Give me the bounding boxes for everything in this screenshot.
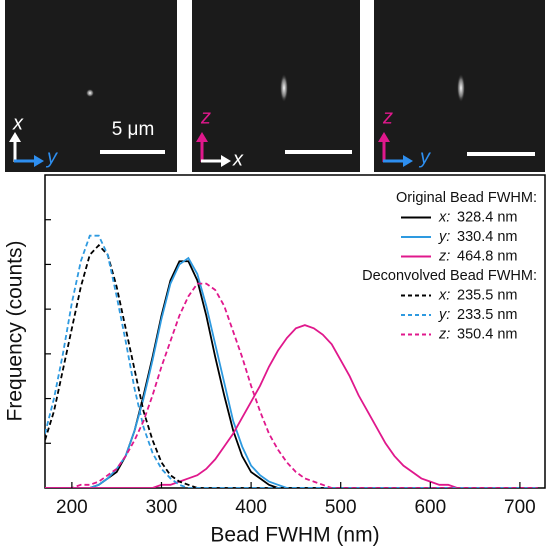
legend-value: 350.4 nm	[457, 326, 517, 342]
legend-heading: Original Bead FWHM:	[396, 190, 537, 206]
x-axis-label: Bead FWHM (nm)	[210, 524, 379, 547]
axis-letter: z	[200, 106, 211, 128]
legend-name: z:	[438, 326, 450, 342]
x-tick-label: 600	[414, 497, 446, 518]
legend-name: y:	[438, 307, 450, 323]
legend-value: 233.5 nm	[457, 307, 517, 323]
x-tick-label: 700	[504, 497, 536, 518]
y-axis-label: Frequency (counts)	[4, 241, 27, 422]
x-tick-label: 200	[56, 497, 88, 518]
axis-letter: x	[232, 148, 244, 170]
axis-letter: x	[12, 112, 24, 134]
legend-name: x:	[438, 209, 450, 225]
image-panel: z y	[374, 0, 545, 172]
axis-letter: y	[45, 146, 58, 168]
plot-area	[45, 234, 538, 488]
axis-letter: y	[418, 146, 431, 168]
legend-name: y:	[438, 229, 450, 245]
legend-name: z:	[438, 248, 450, 264]
legend-value: 464.8 nm	[457, 248, 517, 264]
legend-heading: Deconvolved Bead FWHM:	[362, 268, 537, 284]
image-panel: z x	[192, 0, 360, 172]
legend-value: 330.4 nm	[457, 229, 517, 245]
x-tick-label: 400	[235, 497, 267, 518]
series-line	[45, 243, 538, 488]
x-tick-label: 500	[325, 497, 357, 518]
scale-label: 5 μm	[112, 119, 155, 140]
image-panel: 5 μm x y	[5, 0, 177, 172]
series-line	[45, 234, 538, 488]
axis-letter: z	[382, 106, 393, 128]
legend-name: x:	[438, 287, 450, 303]
legend-value: 235.5 nm	[457, 287, 517, 303]
series-line	[45, 324, 538, 488]
legend-value: 328.4 nm	[457, 209, 517, 225]
x-tick-label: 300	[146, 497, 178, 518]
